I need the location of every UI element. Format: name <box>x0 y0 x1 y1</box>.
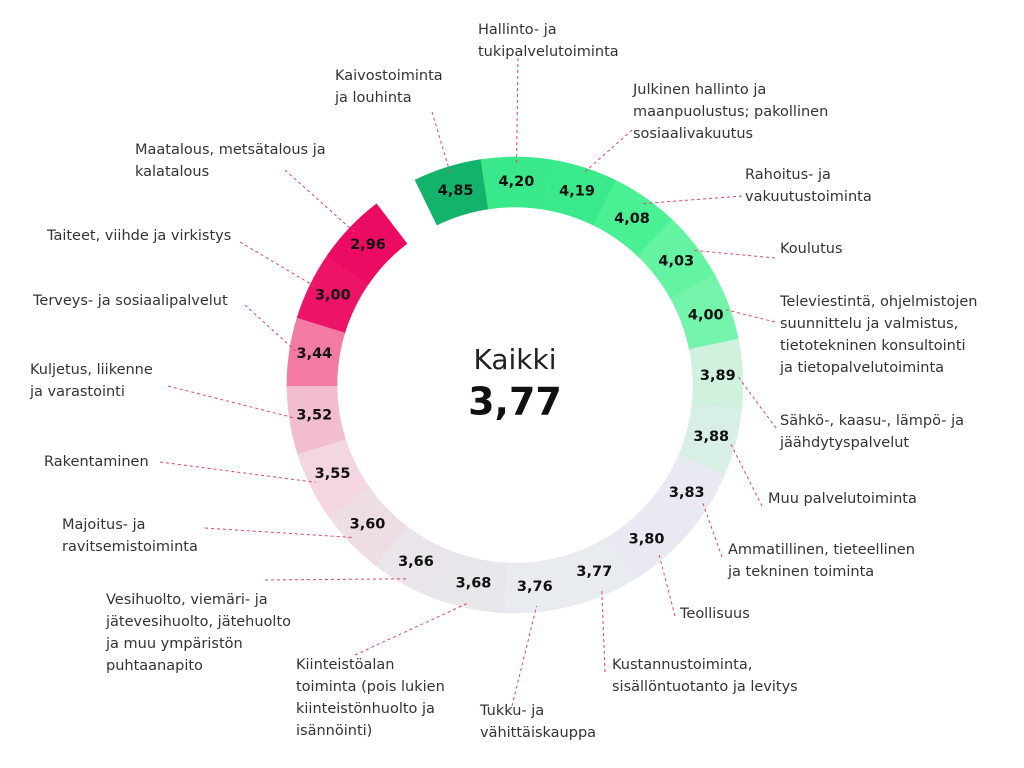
labels: 4,85 Kaivostoiminta ja louhinta 4,20 Hallint… <box>29 22 978 741</box>
value-label: 3,77 <box>576 564 612 580</box>
category-label: toiminta (pois lukien <box>296 679 445 695</box>
category-label: Sähkö-, kaasu-, lämpö- ja <box>780 413 964 429</box>
value-label: 3,68 <box>456 576 492 592</box>
leader-line <box>691 249 776 259</box>
category-label: Vesihuolto, viemäri- ja <box>106 592 268 608</box>
leader-line <box>642 195 743 205</box>
value-label: 3,44 <box>296 346 332 362</box>
leader-line <box>244 304 296 352</box>
value-label: 3,00 <box>315 287 351 303</box>
category-label: kalatalous <box>135 164 209 180</box>
category-label: maanpuolustus; pakollinen <box>633 104 828 120</box>
value-label: 4,85 <box>438 183 474 199</box>
category-label: kiinteistönhuolto ja <box>296 701 435 717</box>
category-label: isännöinti) <box>296 723 372 739</box>
category-label: suunnittelu ja valmistus, <box>780 316 958 332</box>
leader-line <box>516 57 519 164</box>
ring <box>286 156 744 614</box>
value-label: 4,00 <box>688 308 724 324</box>
value-label: 4,08 <box>614 211 650 227</box>
category-label: tietotekninen konsultointi <box>780 338 966 354</box>
leader-line <box>702 503 723 558</box>
category-label: jätevesihuolto, jätehuolto <box>105 614 291 630</box>
category-label: Teollisuus <box>679 606 750 622</box>
category-label: Rahoitus- ja <box>745 167 831 183</box>
value-label: 2,96 <box>350 237 386 253</box>
value-label: 3,88 <box>693 429 729 445</box>
value-label: 3,89 <box>700 368 736 384</box>
leader-line <box>736 374 777 429</box>
category-label: sisällöntuotanto ja levitys <box>612 679 798 695</box>
category-label: ravitsemistoiminta <box>62 539 198 555</box>
leader-line <box>431 111 451 173</box>
leader-line <box>264 578 407 581</box>
category-label: ja tekninen toiminta <box>727 564 874 580</box>
value-label: 3,60 <box>350 516 386 532</box>
value-label: 3,66 <box>398 554 434 570</box>
leader-line <box>582 129 633 175</box>
category-label: ja tietopalvelutoiminta <box>779 360 944 376</box>
center-value: 3,77 <box>468 380 562 424</box>
value-label: 3,80 <box>629 532 665 548</box>
category-label: ja muu ympäristön <box>105 636 243 652</box>
category-label: jäähdytyspalvelut <box>779 435 909 451</box>
leader-line <box>284 169 355 233</box>
center-label: Kaikki <box>473 343 556 376</box>
category-label: Ammatillinen, tieteellinen <box>728 542 915 558</box>
leader-line <box>204 527 354 539</box>
category-label: ja louhinta <box>334 90 412 106</box>
value-label: 3,83 <box>669 485 705 501</box>
category-label: Tukku- ja <box>479 703 544 719</box>
leader-line <box>239 241 317 288</box>
value-label: 3,55 <box>315 466 351 482</box>
category-label: Majoitus- ja <box>62 517 146 533</box>
ring-segment <box>326 203 408 285</box>
category-label: Kiinteistöalan <box>296 657 395 673</box>
leader-line <box>601 589 606 673</box>
category-label: Hallinto- ja <box>478 22 557 38</box>
leader-line <box>511 605 538 707</box>
leader-line <box>658 553 676 617</box>
category-label: Julkinen hallinto ja <box>632 82 766 98</box>
leader-line <box>354 601 470 656</box>
category-label: ja varastointi <box>29 384 125 400</box>
category-label: Televiestintä, ohjelmistojen <box>779 294 978 310</box>
category-label: Muu palvelutoiminta <box>768 491 917 507</box>
leaders <box>159 57 777 707</box>
value-label: 4,20 <box>499 174 535 190</box>
leader-line <box>729 441 763 507</box>
category-label: Kuljetus, liikenne <box>30 362 153 378</box>
value-label: 4,03 <box>658 254 694 270</box>
category-label: vähittäiskauppa <box>480 725 596 741</box>
category-label: Maatalous, metsätalous ja <box>135 142 326 158</box>
leader-line <box>159 461 316 483</box>
category-label: Kustannustoiminta, <box>612 657 752 673</box>
category-label: tukipalvelutoiminta <box>478 44 619 60</box>
category-label: Rakentaminen <box>44 454 149 470</box>
category-label: Terveys- ja sosiaalipalvelut <box>32 293 228 309</box>
category-label: puhtaanapito <box>106 658 203 674</box>
category-label: sosiaalivakuutus <box>633 126 753 142</box>
category-label: vakuutustoiminta <box>745 189 872 205</box>
value-label: 3,76 <box>517 579 553 595</box>
category-label: Kaivostoiminta <box>335 68 443 84</box>
category-label: Taiteet, viihde ja virkistys <box>46 228 231 244</box>
category-label: Koulutus <box>780 241 843 257</box>
leader-line <box>167 385 296 419</box>
value-label: 3,52 <box>296 407 332 423</box>
leader-line <box>723 308 776 323</box>
value-label: 4,19 <box>559 184 595 200</box>
